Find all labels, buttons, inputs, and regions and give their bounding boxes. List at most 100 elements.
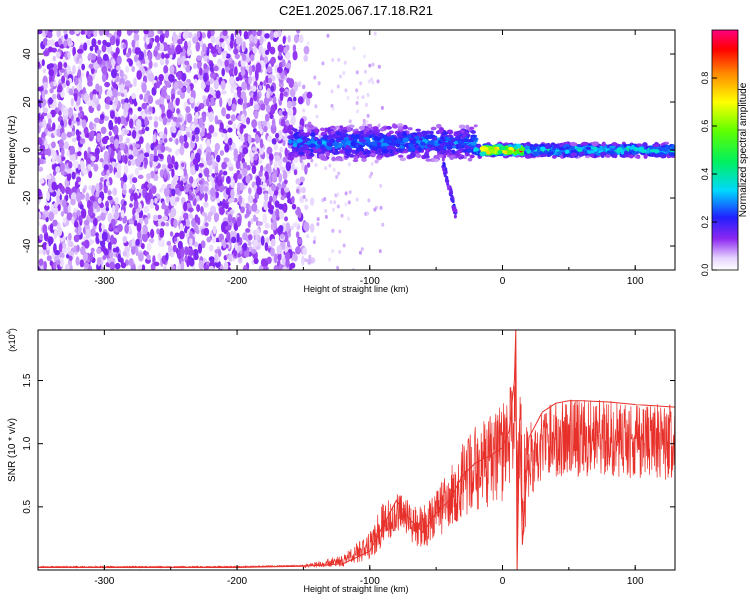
spectrogram-cell xyxy=(270,222,275,231)
spectrogram-cell xyxy=(147,183,153,189)
spectrogram-cell xyxy=(171,44,175,55)
spectrogram-cell xyxy=(180,260,185,270)
spectrogram-cell xyxy=(363,137,371,141)
spectrogram-cell xyxy=(291,162,295,172)
spectrogram-cell xyxy=(425,134,433,139)
spectrogram-cell xyxy=(612,153,618,158)
spectrogram-cell xyxy=(272,36,278,42)
spectrogram-cell xyxy=(224,133,228,141)
spectrogram-cell xyxy=(193,224,199,231)
spectrogram-cell xyxy=(89,252,94,261)
spectrogram-cell xyxy=(68,161,73,169)
spectrogram-cell xyxy=(274,155,281,162)
spectrogram-cell xyxy=(235,36,241,45)
spectrogram-cell xyxy=(251,30,257,35)
spectrogram-cell xyxy=(198,162,205,168)
spectrogram-cell xyxy=(259,165,264,173)
spectrogram-cell xyxy=(263,230,269,235)
chart-title: C2E1.2025.067.17.18.R21 xyxy=(279,3,433,18)
bottom-ytick-label: 0.5 xyxy=(22,499,33,513)
spectrogram-cell xyxy=(153,62,158,68)
spectrogram-cell xyxy=(185,126,192,133)
spectrogram-cell xyxy=(258,158,263,165)
spectrogram-cell xyxy=(284,216,289,222)
spectrogram-cell xyxy=(108,119,114,131)
spectrogram-cell xyxy=(228,166,234,171)
spectrogram-cell xyxy=(359,154,366,159)
spectrogram-cell xyxy=(188,207,194,213)
spectrogram-cell xyxy=(240,69,246,77)
spectrogram-cell xyxy=(67,41,74,47)
spectrogram-cell xyxy=(352,46,356,51)
spectrogram-cell xyxy=(100,126,107,135)
spectrogram-cell xyxy=(111,58,116,67)
spectrogram-cell xyxy=(251,146,258,152)
spectrogram-cell xyxy=(367,123,373,128)
spectrogram-cell xyxy=(305,97,311,106)
spectrogram-cell xyxy=(38,211,42,220)
spectrogram-cell xyxy=(524,145,531,150)
spectrogram-cell xyxy=(196,204,201,212)
spectrogram-cell xyxy=(240,113,246,124)
spectrogram-cell xyxy=(130,246,136,255)
spectrogram-cell xyxy=(275,208,280,218)
spectrogram-cell xyxy=(199,183,204,195)
spectrogram-cell xyxy=(141,102,147,110)
spectrogram-cell xyxy=(143,205,150,213)
spectrogram-cell xyxy=(137,264,143,270)
top-xtick-label: -100 xyxy=(360,276,380,287)
spectrogram-cell xyxy=(114,115,118,125)
spectrogram-cell xyxy=(260,235,265,246)
spectrogram-cell xyxy=(188,248,195,256)
spectrogram-cell xyxy=(430,126,437,131)
spectrogram-cell xyxy=(252,229,257,236)
spectrogram-cell xyxy=(60,162,65,172)
spectrogram-cell xyxy=(236,232,240,243)
spectrogram-cell xyxy=(384,152,391,158)
spectrogram-cell xyxy=(69,154,74,161)
spectrogram-cell xyxy=(159,33,165,44)
spectrogram-cell xyxy=(73,220,79,228)
spectrogram-cell xyxy=(183,141,189,149)
spectrogram-cell xyxy=(167,163,174,169)
spectrogram-cell xyxy=(209,100,216,107)
spectrogram-cell xyxy=(279,209,285,220)
spectrogram-cell xyxy=(91,38,97,48)
spectrogram-cell xyxy=(338,249,342,254)
spectrogram-cell xyxy=(119,142,125,151)
spectrogram-cell xyxy=(146,242,152,252)
spectrogram-cell xyxy=(47,118,52,125)
spectrogram-cell xyxy=(227,98,232,107)
spectrogram-cell xyxy=(237,153,242,162)
spectrogram-cell xyxy=(164,72,170,82)
spectrogram-cell xyxy=(313,136,319,140)
spectrogram-cell xyxy=(282,36,286,45)
spectrogram-cell xyxy=(265,104,271,113)
spectrogram-cell xyxy=(112,237,117,245)
spectrogram-cell xyxy=(229,175,234,186)
spectrogram-cell xyxy=(168,148,172,153)
spectrogram-cell xyxy=(52,99,57,109)
spectrogram-cell xyxy=(196,30,201,39)
spectrogram-cell xyxy=(219,207,225,215)
spectrogram-cell xyxy=(451,145,457,149)
spectrogram-cell xyxy=(206,111,210,117)
spectrogram-cell xyxy=(368,63,372,68)
spectrogram-cell xyxy=(128,118,134,129)
spectrogram-cell xyxy=(316,222,320,227)
spectrogram-cell xyxy=(109,251,114,259)
spectrogram-cell xyxy=(231,236,237,244)
spectrogram-cell xyxy=(287,152,295,158)
spectrogram-cell xyxy=(449,192,453,197)
spectrogram-cell xyxy=(150,142,155,151)
spectrogram-cell xyxy=(121,188,127,195)
spectrogram-cell xyxy=(169,231,174,237)
spectrogram-cell xyxy=(192,158,199,166)
spectrogram-cell xyxy=(100,212,106,221)
spectrogram-cell xyxy=(410,152,416,158)
spectrogram-cell xyxy=(421,131,428,135)
spectrogram-cell xyxy=(299,126,304,130)
spectrogram-cell xyxy=(292,44,297,52)
spectrogram-cell xyxy=(471,136,477,141)
spectrogram-cell xyxy=(46,31,53,39)
